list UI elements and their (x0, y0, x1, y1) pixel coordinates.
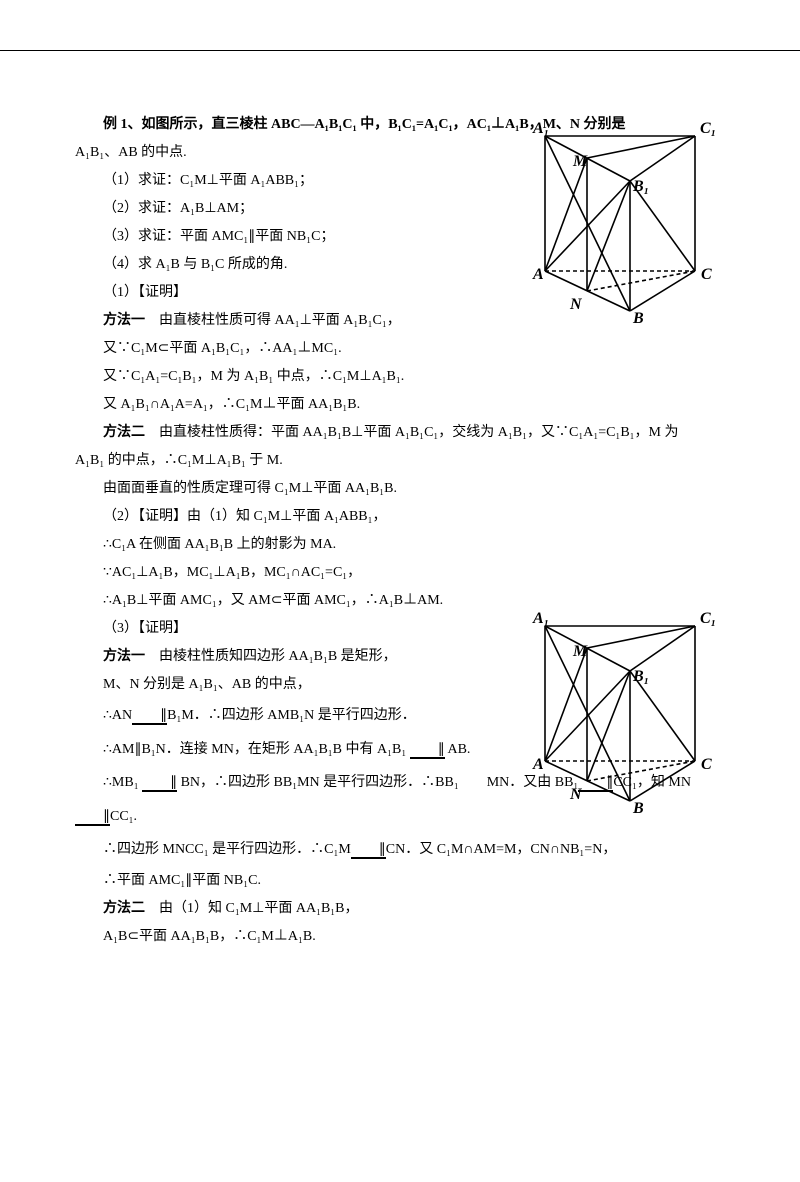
line-20: ∴AN∥B₁M．∴四边形 AMB₁N 是平行四边形． (75, 699, 725, 733)
line-16: ∴A₁B⊥平面 AMC₁，又 AM⊂平面 AMC₁，∴A₁B⊥AM. (75, 587, 725, 615)
line-3: （2）求证：A₁B⊥AM； (75, 195, 725, 223)
page: A₁ C₁ M B₁ A C N B (0, 50, 800, 1182)
line-10: 又 A₁B₁∩A₁A=A₁，∴C₁M⊥平面 AA₁B₁B. (75, 391, 725, 419)
line-22: ∴MB₁ ∥ BN，∴四边形 BB₁MN 是平行四边形．∴BB₁ MN．又由 B… (75, 766, 725, 833)
line-11: 方法二 由直棱柱性质得：平面 AA₁B₁B⊥平面 A₁B₁C₁，交线为 A₁B₁… (75, 419, 725, 447)
line-15: ∵AC₁⊥A₁B，MC₁⊥A₁B，MC₁∩AC₁=C₁， (75, 559, 725, 587)
line-11c: A₁B₁ 的中点，∴C₁M⊥A₁B₁ 于 M. (75, 447, 725, 475)
line-13: （2）【证明】由（1）知 C₁M⊥平面 A₁ABB₁， (75, 503, 725, 531)
line-1: 例 1、如图所示，直三棱柱 ABC—A₁B₁C₁ 中，B₁C₁=A₁C₁，AC₁… (75, 111, 725, 139)
line-4: （3）求证：平面 AMC₁∥平面 NB₁C； (75, 223, 725, 251)
line-1b: A₁B₁、AB 的中点. (75, 139, 725, 167)
line-12: 由面面垂直的性质定理可得 C₁M⊥平面 AA₁B₁B. (75, 475, 725, 503)
line-5: （4）求 A₁B 与 B₁C 所成的角. (75, 251, 725, 279)
line-7: 方法一 由直棱柱性质可得 AA₁⊥平面 A₁B₁C₁， (75, 307, 725, 335)
line-23: ∴四边形 MNCC₁ 是平行四边形．∴C₁M∥CN．又 C₁M∩AM=M，CN∩… (75, 833, 725, 867)
line-26: A₁B⊂平面 AA₁B₁B，∴C₁M⊥A₁B. (75, 923, 725, 951)
line-19: M、N 分别是 A₁B₁、AB 的中点， (75, 671, 725, 699)
line-21: ∴AM∥B₁N．连接 MN，在矩形 AA₁B₁B 中有 A₁B₁ ∥ AB. (75, 733, 725, 767)
line-6: （1）【证明】 (75, 279, 725, 307)
line-8: 又∵C₁M⊂平面 A₁B₁C₁，∴AA₁⊥MC₁. (75, 335, 725, 363)
line-14: ∴C₁A 在侧面 AA₁B₁B 上的射影为 MA. (75, 531, 725, 559)
line-24: ∴平面 AMC₁∥平面 NB₁C. (75, 867, 725, 895)
line-9: 又∵C₁A₁=C₁B₁，M 为 A₁B₁ 中点，∴C₁M⊥A₁B₁. (75, 363, 725, 391)
line-18: 方法一 由棱柱性质知四边形 AA₁B₁B 是矩形， (75, 643, 725, 671)
line-2: （1）求证：C₁M⊥平面 A₁ABB₁； (75, 167, 725, 195)
content-area: A₁ C₁ M B₁ A C N B (75, 111, 725, 951)
line-25: 方法二 由（1）知 C₁M⊥平面 AA₁B₁B， (75, 895, 725, 923)
line-17: （3）【证明】 (75, 615, 725, 643)
